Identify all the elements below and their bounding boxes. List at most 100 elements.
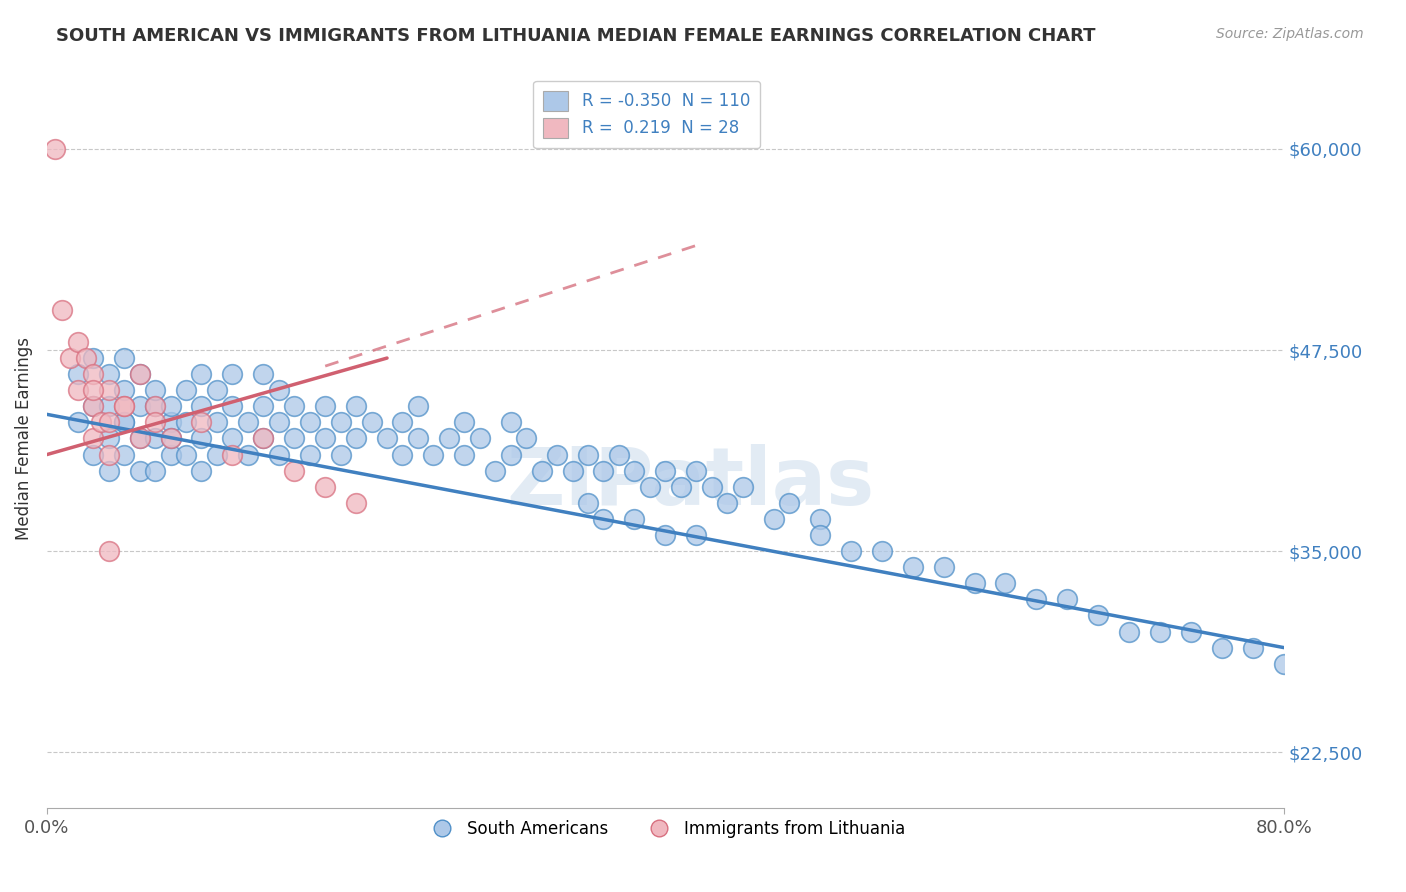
Point bbox=[685, 464, 707, 478]
Point bbox=[190, 367, 212, 381]
Point bbox=[778, 496, 800, 510]
Point bbox=[654, 528, 676, 542]
Point bbox=[66, 334, 89, 349]
Point bbox=[1180, 624, 1202, 639]
Point bbox=[623, 464, 645, 478]
Point bbox=[453, 448, 475, 462]
Point bbox=[530, 464, 553, 478]
Point bbox=[607, 448, 630, 462]
Point bbox=[66, 383, 89, 397]
Point bbox=[112, 448, 135, 462]
Point bbox=[1087, 608, 1109, 623]
Point bbox=[90, 416, 112, 430]
Point bbox=[82, 448, 104, 462]
Point bbox=[112, 416, 135, 430]
Point bbox=[468, 432, 491, 446]
Point bbox=[1025, 592, 1047, 607]
Point bbox=[453, 416, 475, 430]
Point bbox=[128, 367, 150, 381]
Point bbox=[205, 383, 228, 397]
Point bbox=[221, 400, 243, 414]
Point bbox=[314, 400, 336, 414]
Point bbox=[1211, 640, 1233, 655]
Point bbox=[808, 512, 831, 526]
Legend: South Americans, Immigrants from Lithuania: South Americans, Immigrants from Lithuan… bbox=[419, 814, 911, 845]
Point bbox=[267, 448, 290, 462]
Point bbox=[283, 464, 305, 478]
Point bbox=[422, 448, 444, 462]
Point bbox=[174, 416, 197, 430]
Point bbox=[143, 400, 166, 414]
Point bbox=[1272, 657, 1295, 671]
Point bbox=[1056, 592, 1078, 607]
Point bbox=[97, 432, 120, 446]
Point bbox=[1241, 640, 1264, 655]
Point bbox=[143, 383, 166, 397]
Point bbox=[112, 400, 135, 414]
Point bbox=[221, 448, 243, 462]
Point bbox=[499, 448, 522, 462]
Point bbox=[839, 544, 862, 558]
Point bbox=[329, 416, 352, 430]
Point bbox=[314, 432, 336, 446]
Point bbox=[762, 512, 785, 526]
Point bbox=[112, 416, 135, 430]
Point bbox=[82, 351, 104, 365]
Point bbox=[97, 383, 120, 397]
Point bbox=[283, 400, 305, 414]
Point bbox=[205, 448, 228, 462]
Point bbox=[963, 576, 986, 591]
Point bbox=[576, 448, 599, 462]
Point bbox=[576, 496, 599, 510]
Point bbox=[298, 448, 321, 462]
Point bbox=[1118, 624, 1140, 639]
Point bbox=[143, 400, 166, 414]
Point bbox=[128, 432, 150, 446]
Point bbox=[932, 560, 955, 574]
Point bbox=[391, 416, 413, 430]
Point bbox=[592, 464, 614, 478]
Point bbox=[221, 432, 243, 446]
Point bbox=[205, 416, 228, 430]
Point bbox=[112, 351, 135, 365]
Point bbox=[190, 416, 212, 430]
Point bbox=[159, 400, 181, 414]
Text: ZIPatlas: ZIPatlas bbox=[506, 444, 875, 522]
Y-axis label: Median Female Earnings: Median Female Earnings bbox=[15, 337, 32, 540]
Point bbox=[700, 480, 723, 494]
Point bbox=[221, 367, 243, 381]
Point bbox=[128, 464, 150, 478]
Point bbox=[561, 464, 583, 478]
Point bbox=[252, 432, 274, 446]
Point bbox=[143, 464, 166, 478]
Point bbox=[499, 416, 522, 430]
Point bbox=[143, 416, 166, 430]
Point bbox=[190, 432, 212, 446]
Point bbox=[159, 432, 181, 446]
Point bbox=[685, 528, 707, 542]
Point bbox=[128, 400, 150, 414]
Point bbox=[592, 512, 614, 526]
Point bbox=[298, 416, 321, 430]
Point bbox=[252, 367, 274, 381]
Text: SOUTH AMERICAN VS IMMIGRANTS FROM LITHUANIA MEDIAN FEMALE EARNINGS CORRELATION C: SOUTH AMERICAN VS IMMIGRANTS FROM LITHUA… bbox=[56, 27, 1095, 45]
Point bbox=[82, 400, 104, 414]
Point bbox=[252, 400, 274, 414]
Point bbox=[97, 544, 120, 558]
Point bbox=[267, 416, 290, 430]
Point bbox=[406, 432, 429, 446]
Point bbox=[654, 464, 676, 478]
Point bbox=[716, 496, 738, 510]
Point bbox=[391, 448, 413, 462]
Point bbox=[669, 480, 692, 494]
Point bbox=[344, 496, 367, 510]
Point bbox=[51, 302, 73, 317]
Point bbox=[190, 400, 212, 414]
Point bbox=[283, 432, 305, 446]
Point bbox=[267, 383, 290, 397]
Point bbox=[236, 416, 259, 430]
Point bbox=[901, 560, 924, 574]
Point bbox=[344, 432, 367, 446]
Point bbox=[159, 448, 181, 462]
Point bbox=[375, 432, 398, 446]
